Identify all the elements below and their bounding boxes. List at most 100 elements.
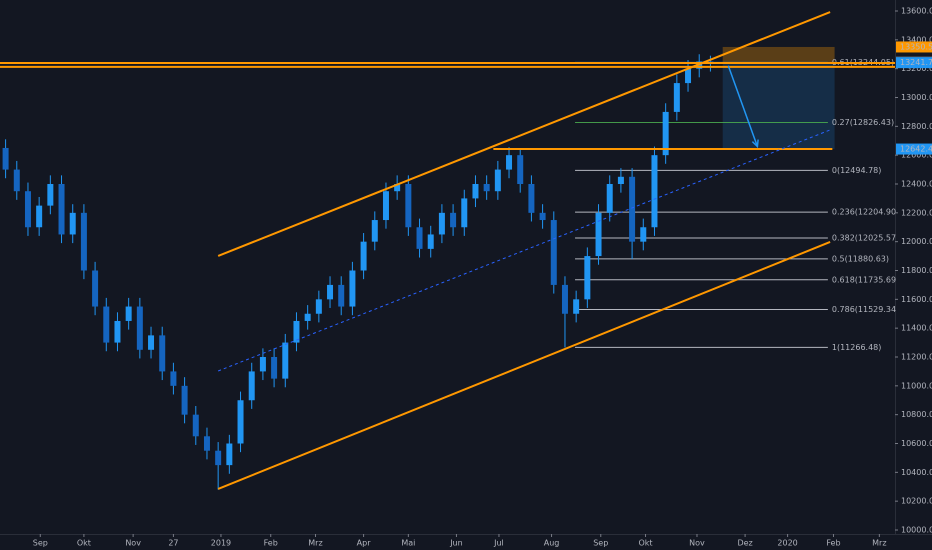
candle-body: [539, 212, 546, 221]
candle-body: [483, 184, 490, 192]
trend-line: [217, 11, 831, 257]
candle-body: [517, 155, 524, 184]
candle-body: [80, 212, 87, 271]
fib-label: 0.5(11880.63): [832, 254, 889, 263]
candle-body: [651, 155, 658, 228]
y-tick-label: 10400.00: [901, 468, 932, 477]
price-label: 13350.51: [900, 42, 932, 51]
y-tick-label: 12400.00: [901, 180, 932, 189]
x-tick-label: Sep: [593, 539, 608, 548]
price-label: 12642.43: [900, 145, 932, 154]
x-tick-label: Apr: [357, 539, 372, 548]
arrow-head: [751, 139, 759, 149]
fib-label: 0.786(11529.34): [832, 305, 899, 314]
x-tick-label: 27: [168, 539, 178, 548]
candle-body: [461, 198, 468, 228]
candle-body: [58, 184, 65, 235]
candle-body: [528, 184, 535, 213]
candle-body: [427, 234, 434, 249]
x-tick-label: Jun: [449, 539, 463, 548]
candle-body: [248, 371, 255, 401]
candle-body: [148, 335, 155, 350]
candle-body: [685, 68, 692, 84]
price-label-bg: [896, 57, 932, 69]
candle-body: [606, 184, 613, 213]
x-tick-label: Aug: [544, 539, 560, 548]
y-tick-label: 12200.00: [901, 208, 932, 217]
candle-body: [673, 83, 680, 112]
y-tick-label: 13600.00: [901, 7, 932, 16]
trend-line: [217, 241, 831, 490]
candle-body: [125, 306, 132, 321]
y-tick-label: 11000.00: [901, 381, 932, 390]
candle-body: [304, 313, 311, 321]
candle-body: [293, 320, 300, 343]
fib-label: 0.618(11735.69): [832, 275, 899, 284]
x-tick-label: Mrz: [308, 539, 322, 548]
y-tick-label: 10600.00: [901, 439, 932, 448]
candle-body: [595, 212, 602, 257]
candle-body: [494, 169, 501, 192]
candle-body: [47, 184, 54, 206]
x-tick-label: Mai: [401, 539, 415, 548]
position-target-zone: [722, 62, 835, 150]
y-tick-label: 13000.00: [901, 93, 932, 102]
x-tick-label: Feb: [264, 539, 278, 548]
candle-body: [13, 169, 20, 192]
candle-body: [181, 385, 188, 415]
fib-label: 0(12494.78): [832, 166, 882, 175]
candle-body: [114, 320, 121, 343]
candle-body: [349, 270, 356, 307]
candle-body: [472, 184, 479, 199]
candle-body: [192, 414, 199, 437]
candle-body: [170, 371, 177, 386]
price-label-bg: [896, 41, 932, 53]
x-tick-label: Jul: [493, 539, 504, 548]
y-tick-label: 13200.00: [901, 64, 932, 73]
y-tick-label: 10800.00: [901, 410, 932, 419]
x-tick-label: Mrz: [872, 539, 886, 548]
candle-body: [394, 184, 401, 192]
candle-body: [584, 256, 591, 300]
candle-body: [327, 284, 334, 300]
candle-body: [438, 212, 445, 235]
fib-label: 0.236(12204.90): [832, 208, 899, 217]
price-label: 13241.75: [900, 58, 932, 67]
candle-body: [617, 176, 624, 184]
candle-body: [203, 436, 210, 451]
candle-body: [550, 220, 557, 285]
y-tick-label: 11200.00: [901, 353, 932, 362]
candle-body: [382, 191, 389, 221]
candle-body: [282, 342, 289, 379]
price-axis-bg: [896, 0, 932, 534]
candle-body: [405, 184, 412, 228]
y-tick-label: 11800.00: [901, 266, 932, 275]
candle-body: [226, 443, 233, 466]
x-tick-label: Okt: [638, 539, 652, 548]
x-tick-label: Sep: [33, 539, 48, 548]
y-tick-label: 10000.00: [901, 526, 932, 535]
x-tick-label: Feb: [826, 539, 840, 548]
candle-body: [573, 299, 580, 314]
candle-body: [360, 241, 367, 271]
candle-body: [315, 299, 322, 314]
candle-body: [271, 357, 278, 379]
y-tick-label: 10200.00: [901, 497, 932, 506]
x-tick-label: Dez: [737, 539, 752, 548]
candle-body: [237, 400, 244, 444]
y-tick-label: 12600.00: [901, 151, 932, 160]
y-tick-label: 12000.00: [901, 237, 932, 246]
fib-label: 1(11266.48): [832, 343, 882, 352]
x-tick-label: Nov: [125, 539, 141, 548]
candle-body: [2, 147, 9, 170]
fib-label: 0.382(12025.57): [832, 233, 899, 242]
arrow: [727, 65, 759, 147]
candle-body: [629, 176, 636, 242]
y-tick-label: 11400.00: [901, 324, 932, 333]
candle-body: [662, 111, 669, 156]
price-label-bg: [896, 143, 932, 155]
candle-body: [69, 212, 76, 235]
candle-body: [215, 450, 222, 466]
